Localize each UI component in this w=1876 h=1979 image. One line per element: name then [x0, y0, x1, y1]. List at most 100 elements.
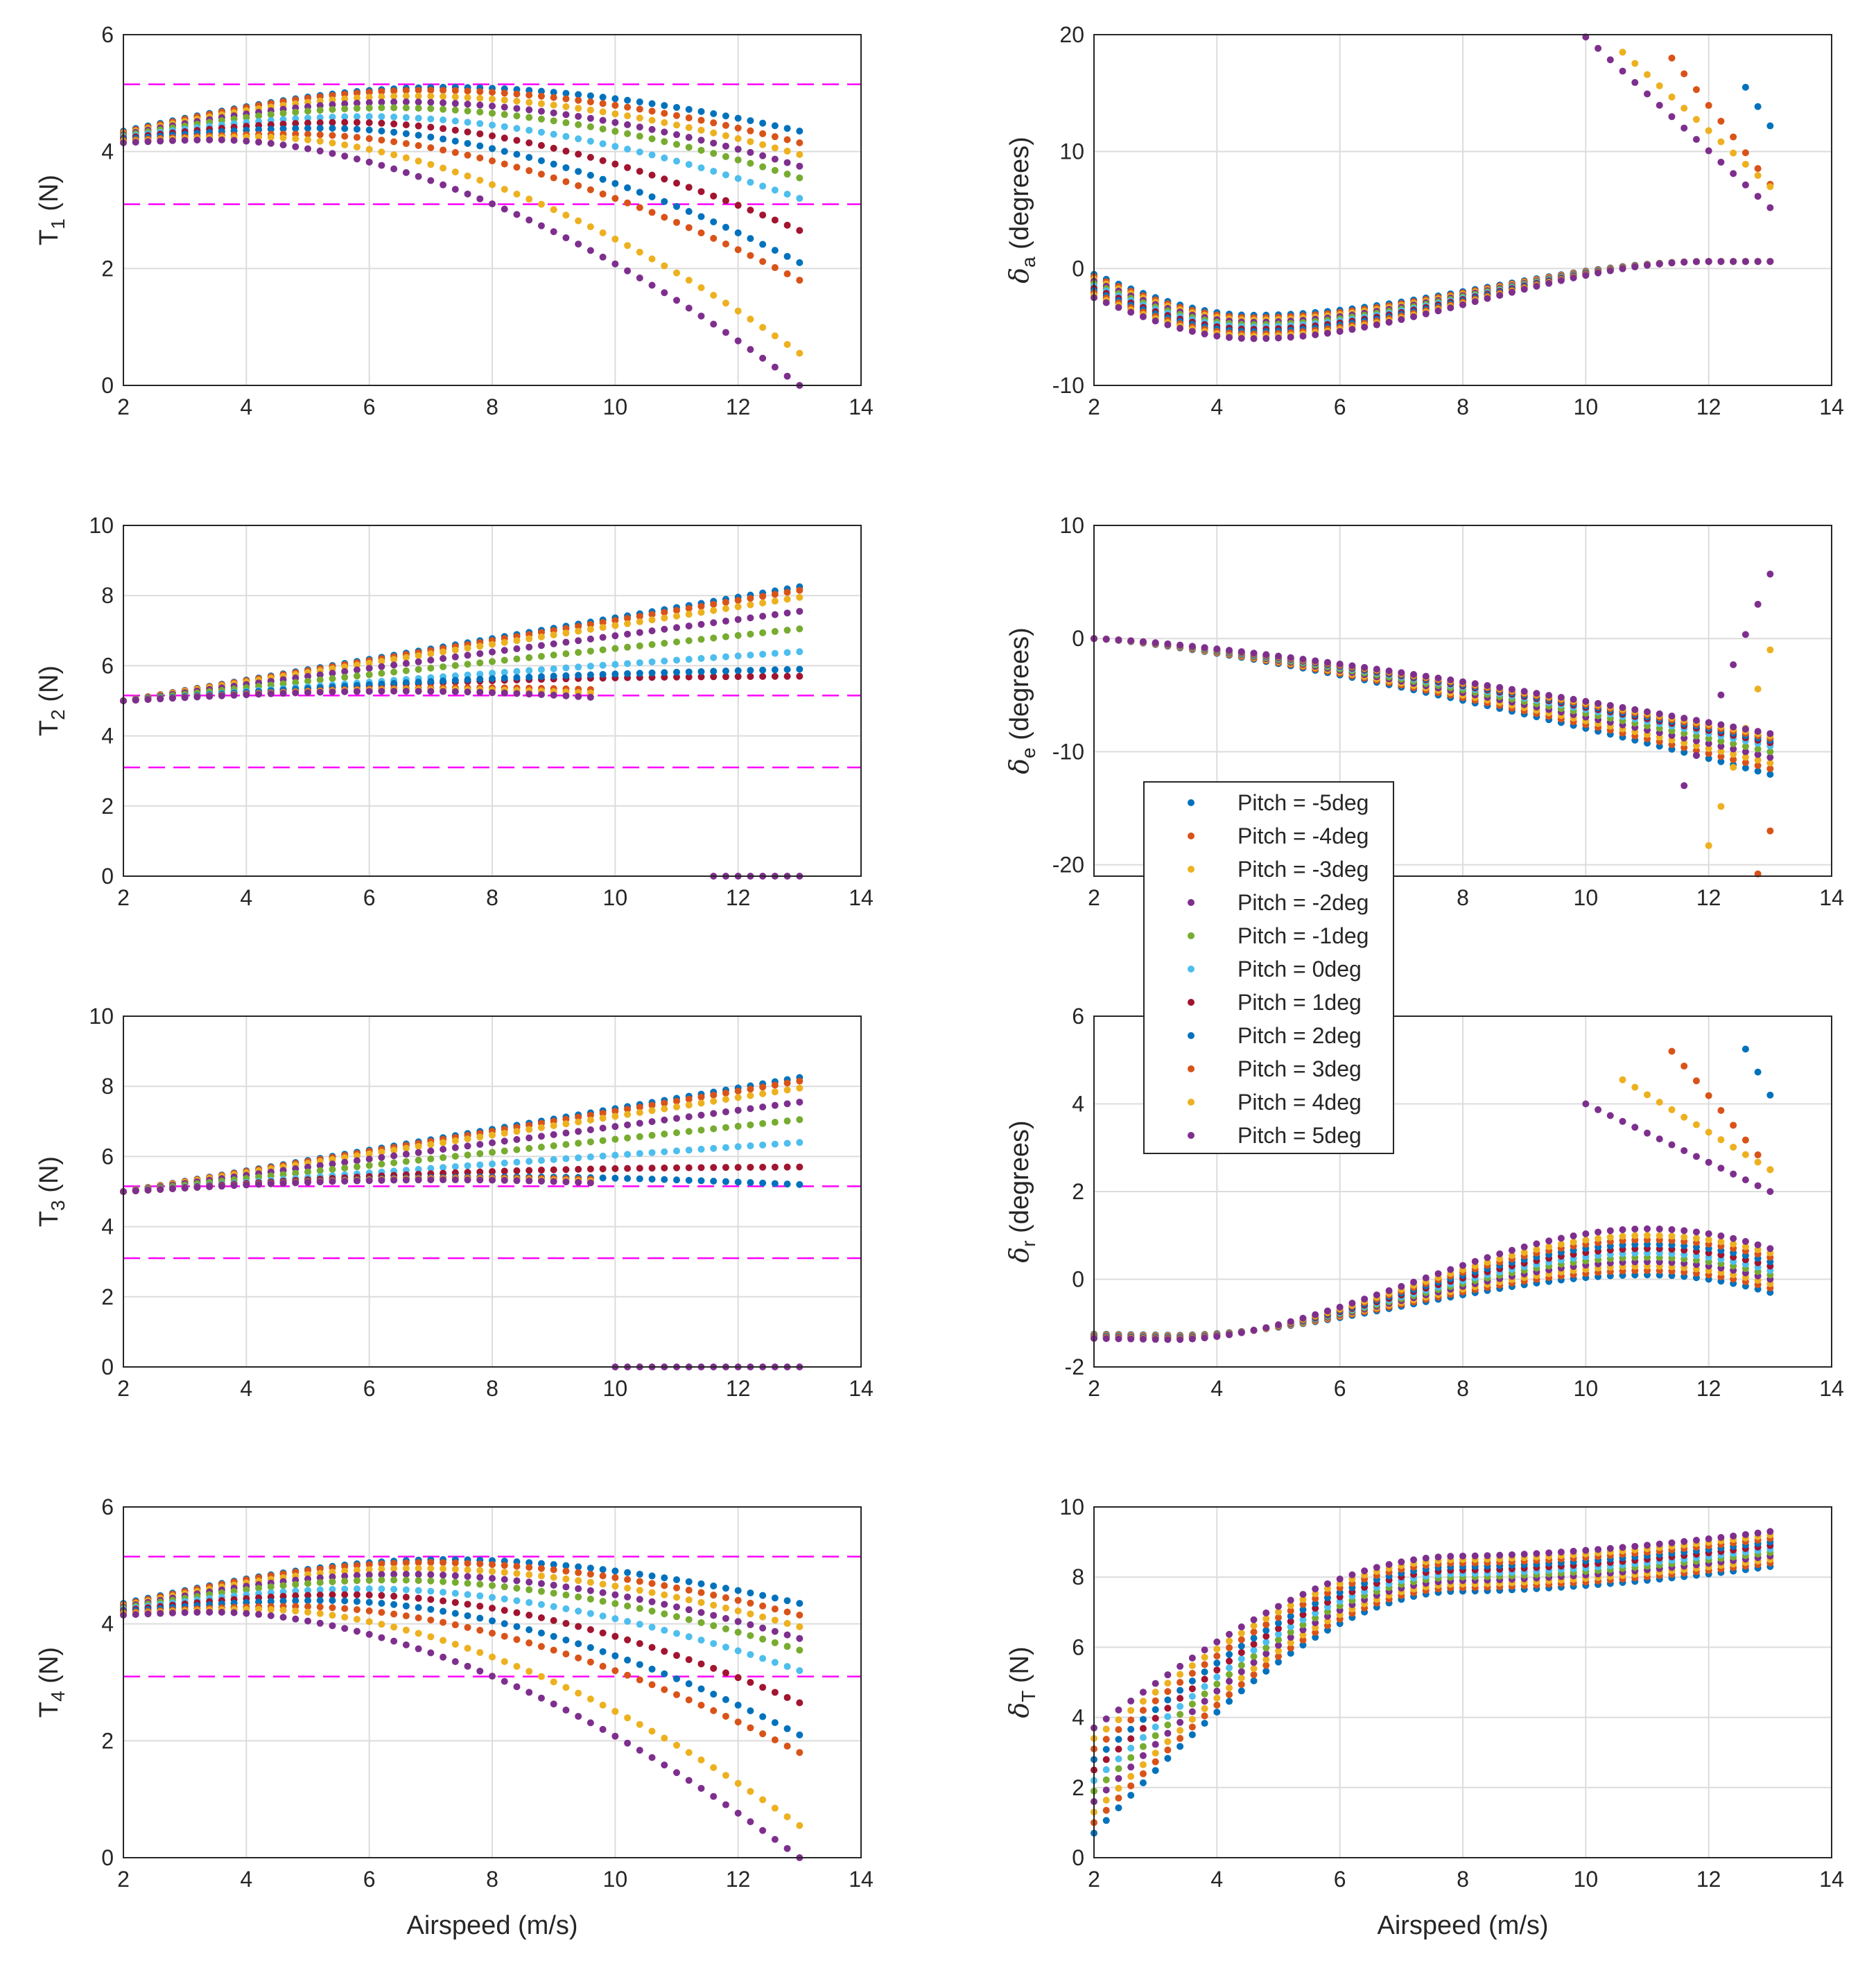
data-point [697, 126, 705, 134]
data-point [501, 1159, 508, 1167]
data-point [464, 1176, 471, 1184]
data-point [464, 1142, 471, 1150]
data-point [550, 665, 557, 672]
data-point [365, 104, 373, 112]
data-point [747, 1650, 754, 1658]
data-point [537, 171, 545, 178]
x-tick-label: 10 [603, 1867, 628, 1892]
data-point [771, 1081, 779, 1089]
y-tick-label: 4 [101, 1612, 114, 1637]
data-point [1312, 1311, 1319, 1318]
data-point [1176, 1727, 1184, 1734]
data-point [513, 1135, 521, 1143]
data-point [292, 1179, 299, 1187]
data-point [353, 94, 361, 102]
data-point [710, 1582, 718, 1589]
data-point [1545, 1237, 1553, 1245]
data-point [562, 1707, 570, 1714]
data-point [550, 1122, 557, 1130]
data-point [365, 1150, 373, 1158]
data-point [685, 1128, 693, 1135]
data-point [193, 1184, 201, 1192]
data-point [636, 642, 643, 650]
data-point [710, 1144, 718, 1152]
data-point [1742, 725, 1749, 733]
data-point [599, 1165, 607, 1173]
data-point [697, 1099, 705, 1107]
data-point [550, 130, 557, 138]
data-point [427, 1577, 435, 1585]
data-point [673, 1691, 680, 1698]
y-tick-label: 2 [101, 1284, 114, 1309]
data-point [1226, 647, 1233, 654]
data-point [1434, 674, 1442, 682]
y-tick-label: 4 [1072, 1092, 1084, 1117]
data-point [390, 151, 398, 159]
data-point [759, 241, 767, 248]
branch-point [1742, 83, 1749, 91]
data-point [464, 101, 471, 108]
data-point [796, 1822, 804, 1829]
data-point [513, 1128, 521, 1135]
data-point [611, 119, 619, 126]
data-point [599, 157, 607, 164]
data-point [722, 1124, 729, 1131]
data-point [501, 148, 508, 155]
data-point [427, 92, 435, 100]
data-point [353, 1577, 361, 1585]
data-point [734, 1607, 742, 1614]
x-tick-label: 2 [1088, 1376, 1100, 1401]
data-point [562, 1592, 570, 1599]
data-point [783, 148, 791, 155]
data-point [796, 1600, 804, 1607]
data-point [562, 1583, 570, 1591]
data-point [636, 123, 643, 131]
data-point [279, 134, 287, 141]
data-point [747, 1818, 754, 1826]
data-point [132, 139, 139, 146]
branch-point [1742, 1176, 1749, 1184]
data-point [427, 115, 435, 123]
data-point [636, 1119, 643, 1127]
data-point [341, 668, 349, 675]
data-point [1705, 719, 1712, 726]
data-point [513, 645, 521, 652]
data-point [1459, 678, 1466, 686]
data-point [402, 1586, 410, 1594]
data-point [513, 125, 521, 132]
data-point [1250, 650, 1258, 657]
data-point [526, 1612, 533, 1619]
data-point [783, 1663, 791, 1671]
data-point [476, 659, 484, 667]
data-point [796, 607, 804, 615]
y-tick-label: 4 [101, 724, 114, 749]
data-point [673, 607, 680, 614]
data-point [1262, 651, 1270, 659]
y-axis-label: T3 (N) [35, 1156, 69, 1227]
data-point [710, 292, 718, 299]
data-point [648, 209, 656, 216]
x-tick-label: 10 [603, 1376, 628, 1401]
data-point [673, 1613, 680, 1621]
data-point [1398, 316, 1405, 324]
data-point [685, 1696, 693, 1704]
data-point [685, 668, 693, 676]
data-point [697, 1145, 705, 1153]
data-point [537, 1143, 545, 1151]
branch-point [1754, 600, 1762, 608]
data-point [710, 1601, 718, 1609]
data-point [599, 253, 607, 261]
data-point [402, 1612, 410, 1620]
data-point [489, 1561, 496, 1569]
y-tick-label: 2 [101, 256, 114, 281]
data-point [1275, 334, 1282, 342]
y-tick-label: 10 [1059, 513, 1084, 538]
data-point [661, 1591, 668, 1598]
data-point [722, 653, 729, 661]
data-point [341, 1158, 349, 1166]
x-tick-label: 12 [726, 1376, 751, 1401]
data-point [513, 1585, 521, 1592]
